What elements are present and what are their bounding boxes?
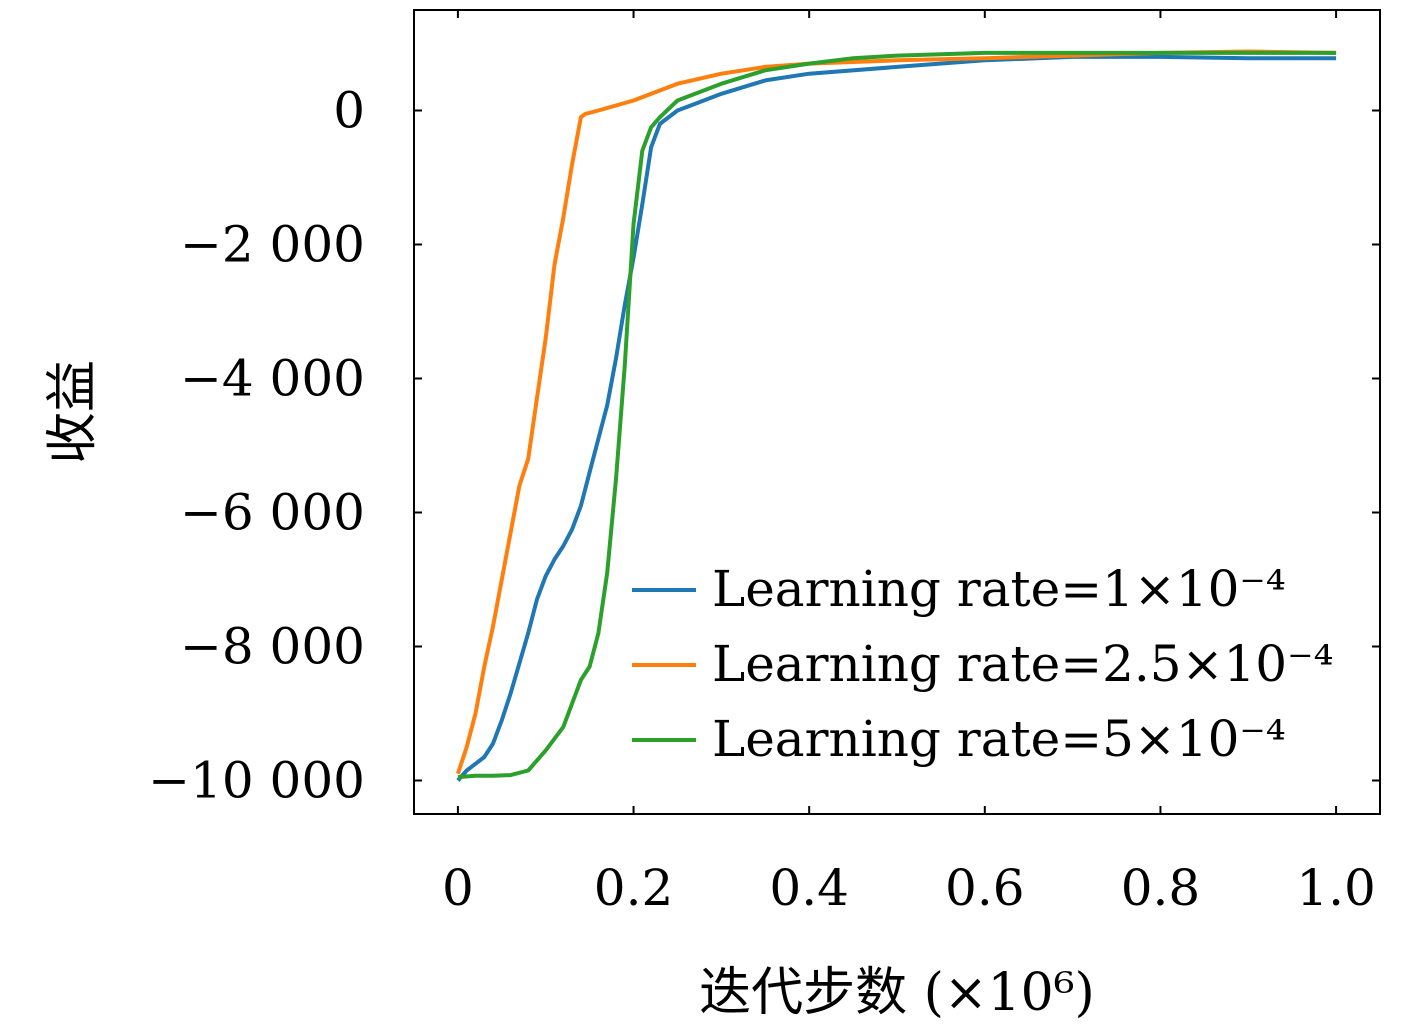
y-axis: 0 −2 000 −4 000 −6 000 −8 000 −10 000 — [148, 82, 1380, 810]
x-tick-label: 0.4 — [769, 859, 849, 917]
plot-frame — [413, 9, 1381, 815]
y-tick-label: −10 000 — [148, 752, 365, 810]
legend-label-2: Learning rate=2.5×10⁻⁴ — [712, 635, 1334, 693]
x-tick-label: 0.2 — [594, 859, 674, 917]
legend-label-1: Learning rate=1×10⁻⁴ — [712, 560, 1286, 618]
series-layer — [455, 49, 1337, 782]
y-tick-label: −8 000 — [180, 618, 365, 676]
x-axis-label: 迭代步数 (×10⁶) — [699, 963, 1095, 1023]
y-tick-label: −6 000 — [180, 484, 365, 542]
series-line-2 — [455, 49, 1337, 775]
y-tick-label: 0 — [333, 82, 365, 140]
x-tick-label: 1.0 — [1296, 859, 1376, 917]
series-line-3 — [457, 50, 1337, 780]
x-tick-label: 0 — [442, 859, 474, 917]
legend-label-3: Learning rate=5×10⁻⁴ — [712, 710, 1286, 768]
y-tick-label: −2 000 — [180, 216, 365, 274]
x-tick-label: 0.6 — [945, 859, 1025, 917]
series-line-1 — [456, 54, 1337, 782]
y-tick-label: −4 000 — [180, 350, 365, 408]
x-axis: 0 0.2 0.4 0.6 0.8 1.0 — [442, 10, 1376, 917]
x-tick-label: 0.8 — [1121, 859, 1201, 917]
y-axis-label: 收益 — [43, 360, 103, 464]
legend: Learning rate=1×10⁻⁴ Learning rate=2.5×10… — [632, 560, 1334, 768]
